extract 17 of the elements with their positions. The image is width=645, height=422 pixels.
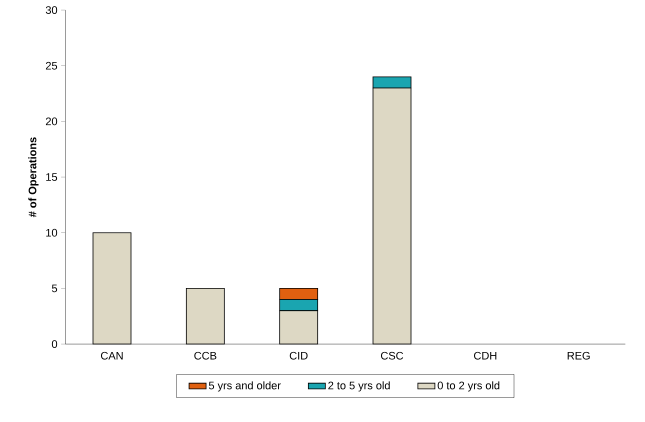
y-tick-label: 20 — [46, 118, 58, 126]
x-tick-label: REG — [568, 352, 590, 360]
x-tick-label: CCB — [194, 352, 216, 360]
y-tick-label: 10 — [46, 228, 58, 237]
x-tick-label: CID — [290, 352, 308, 360]
y-axis-title: # of Operations — [28, 137, 39, 218]
x-tick-label: CDH — [474, 352, 496, 360]
legend-label: 5 yrs and older — [208, 381, 281, 392]
legend-label: 2 to 5 yrs old — [328, 381, 390, 392]
y-tick-label: 30 — [46, 6, 58, 14]
y-tick-label: 15 — [46, 173, 58, 181]
y-tick-label: 0 — [52, 340, 58, 348]
y-tick-label: 25 — [46, 62, 58, 70]
legend-label: 0 to 2 yrs old — [438, 381, 500, 392]
x-tick-label: CSC — [381, 352, 404, 360]
x-tick-label: CAN — [101, 352, 123, 360]
y-tick-label: 5 — [52, 284, 58, 292]
